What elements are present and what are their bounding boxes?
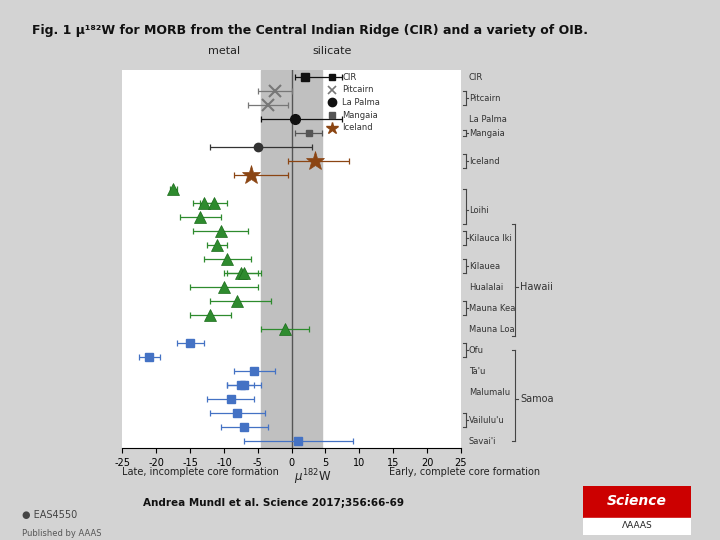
Text: CIR: CIR — [469, 73, 483, 82]
Text: Hawaii: Hawaii — [521, 282, 553, 292]
Text: Mauna Loa: Mauna Loa — [469, 325, 515, 334]
Text: ΛAAAS: ΛAAAS — [622, 521, 652, 530]
Text: Mauna Kea: Mauna Kea — [469, 303, 516, 313]
Text: Early, complete core formation: Early, complete core formation — [389, 467, 540, 477]
Text: ● EAS4550: ● EAS4550 — [22, 510, 77, 521]
Text: Loihi: Loihi — [469, 206, 489, 215]
Text: Iceland: Iceland — [469, 157, 500, 166]
Text: Hualalai: Hualalai — [469, 283, 503, 292]
Text: metal: metal — [208, 46, 240, 56]
Text: Mangaia: Mangaia — [343, 111, 378, 119]
Text: Vailulu'u: Vailulu'u — [469, 416, 505, 424]
Text: Published by AAAS: Published by AAAS — [22, 529, 101, 538]
Text: silicate: silicate — [312, 46, 352, 56]
Text: La Palma: La Palma — [469, 114, 507, 124]
Text: Pitcairn: Pitcairn — [343, 85, 374, 94]
Text: Kilauca Iki: Kilauca Iki — [469, 234, 512, 242]
Text: Ta'u: Ta'u — [469, 367, 485, 376]
Text: Fig. 1 μ¹⁸²W for MORB from the Central Indian Ridge (CIR) and a variety of OIB.: Fig. 1 μ¹⁸²W for MORB from the Central I… — [32, 24, 588, 37]
Text: Malumalu: Malumalu — [469, 388, 510, 397]
Text: Late, incomplete core formation: Late, incomplete core formation — [122, 467, 279, 477]
Text: Samoa: Samoa — [521, 394, 554, 404]
Text: Savai'i: Savai'i — [469, 437, 496, 445]
Text: Science: Science — [607, 494, 667, 508]
Text: Andrea Mundl et al. Science 2017;356:66-69: Andrea Mundl et al. Science 2017;356:66-… — [143, 498, 404, 508]
Text: Iceland: Iceland — [343, 123, 373, 132]
Text: $\mu^{182}$W: $\mu^{182}$W — [294, 467, 332, 487]
Text: Pitcairn: Pitcairn — [469, 94, 500, 103]
Text: La Palma: La Palma — [343, 98, 380, 107]
Text: CIR: CIR — [343, 73, 356, 82]
Text: Mangaia: Mangaia — [469, 129, 505, 138]
Text: Kilauea: Kilauea — [469, 262, 500, 271]
Bar — [583, 517, 691, 535]
Bar — [261, 70, 322, 448]
Text: Ofu: Ofu — [469, 346, 484, 355]
